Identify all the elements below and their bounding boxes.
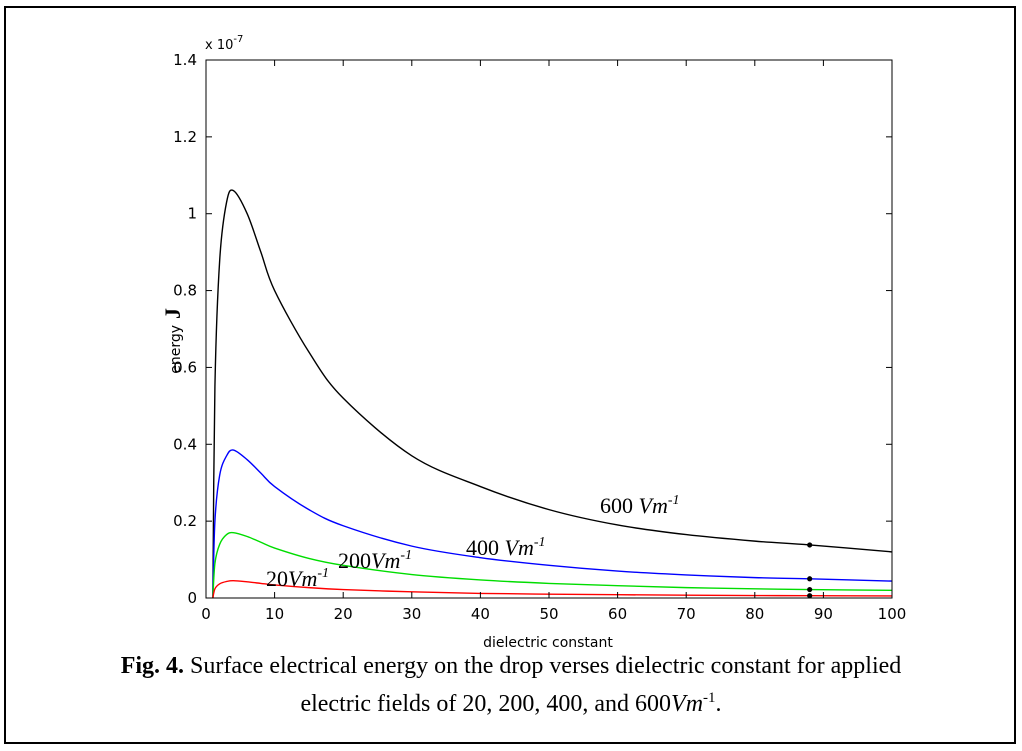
caption-line-1: Fig. 4. Surface electrical energy on the… (0, 650, 1022, 682)
y-axis-label-text: energy (168, 325, 184, 374)
x-tick-label-40: 40 (471, 605, 490, 623)
plot-background (206, 60, 892, 598)
y-axis-label: energy J (160, 308, 185, 374)
data-point-400 (807, 576, 813, 582)
caption-text-1: Surface electrical energy on the drop ve… (184, 653, 902, 679)
curve-label-20: 20Vm-1 (266, 566, 329, 591)
y-tick-label-7: 1.4 (173, 51, 197, 69)
x-tick-label-100: 100 (878, 605, 907, 623)
caption-end: . (715, 691, 722, 717)
y-exponent-label: x 10-7 (205, 34, 243, 53)
caption-sup: -1 (703, 690, 716, 706)
y-tick-label-2: 0.4 (173, 435, 197, 453)
ticks-layer: 0 10 20 30 40 50 60 70 80 90 100 0 0.2 0.4 0.6 0.8 1 1.2 1… (173, 51, 906, 623)
x-tick-label-10: 10 (265, 605, 284, 623)
series-line-20 (212, 580, 893, 599)
figure-caption: Fig. 4. Surface electrical energy on the… (0, 650, 1022, 720)
x-tick-label-0: 0 (201, 605, 211, 623)
data-point-600 (807, 542, 813, 548)
data-point-200 (807, 586, 813, 593)
series-layer (212, 189, 893, 599)
x-tick-label-90: 90 (814, 605, 833, 623)
x-tick-label-20: 20 (334, 605, 353, 623)
curve-label-600: 600 Vm-1 (600, 493, 680, 518)
y-tick-label-6: 1.2 (173, 128, 197, 146)
plot-area (206, 60, 892, 598)
data-point-20 (807, 593, 813, 599)
curve-label-400: 400 Vm-1 (466, 535, 546, 560)
y-tick-label-0: 0 (187, 589, 197, 607)
y-tick-label-5: 1 (187, 205, 197, 223)
marker-layer (807, 542, 813, 599)
series-line-600 (212, 189, 893, 599)
x-tick-label-60: 60 (608, 605, 627, 623)
caption-text-2: electric fields of 20, 200, 400, and 600 (300, 691, 672, 717)
series-line-200 (212, 531, 893, 599)
curve-label-200: 200Vm-1 (338, 548, 412, 573)
x-tick-label-70: 70 (677, 605, 696, 623)
caption-unit: Vm (671, 691, 704, 717)
energy-chart: 0 10 20 30 40 50 60 70 80 90 100 0 0.2 0.4 0.6 0.8 1 1.2 1… (160, 34, 906, 650)
y-tick-label-1: 0.2 (173, 512, 197, 530)
x-tick-label-80: 80 (745, 605, 764, 623)
y-tick-label-4: 0.8 (173, 282, 197, 300)
x-tick-label-50: 50 (539, 605, 558, 623)
caption-fig-label: Fig. 4. (120, 653, 185, 679)
caption-line-2: electric fields of 20, 200, 400, and 600… (0, 682, 1022, 720)
x-tick-label-30: 30 (402, 605, 421, 623)
y-tick-label-3: 0.6 (173, 358, 197, 376)
y-axis-unit: J (160, 308, 185, 319)
x-axis-label: dielectric constant (483, 635, 613, 650)
series-line-400 (212, 449, 893, 599)
